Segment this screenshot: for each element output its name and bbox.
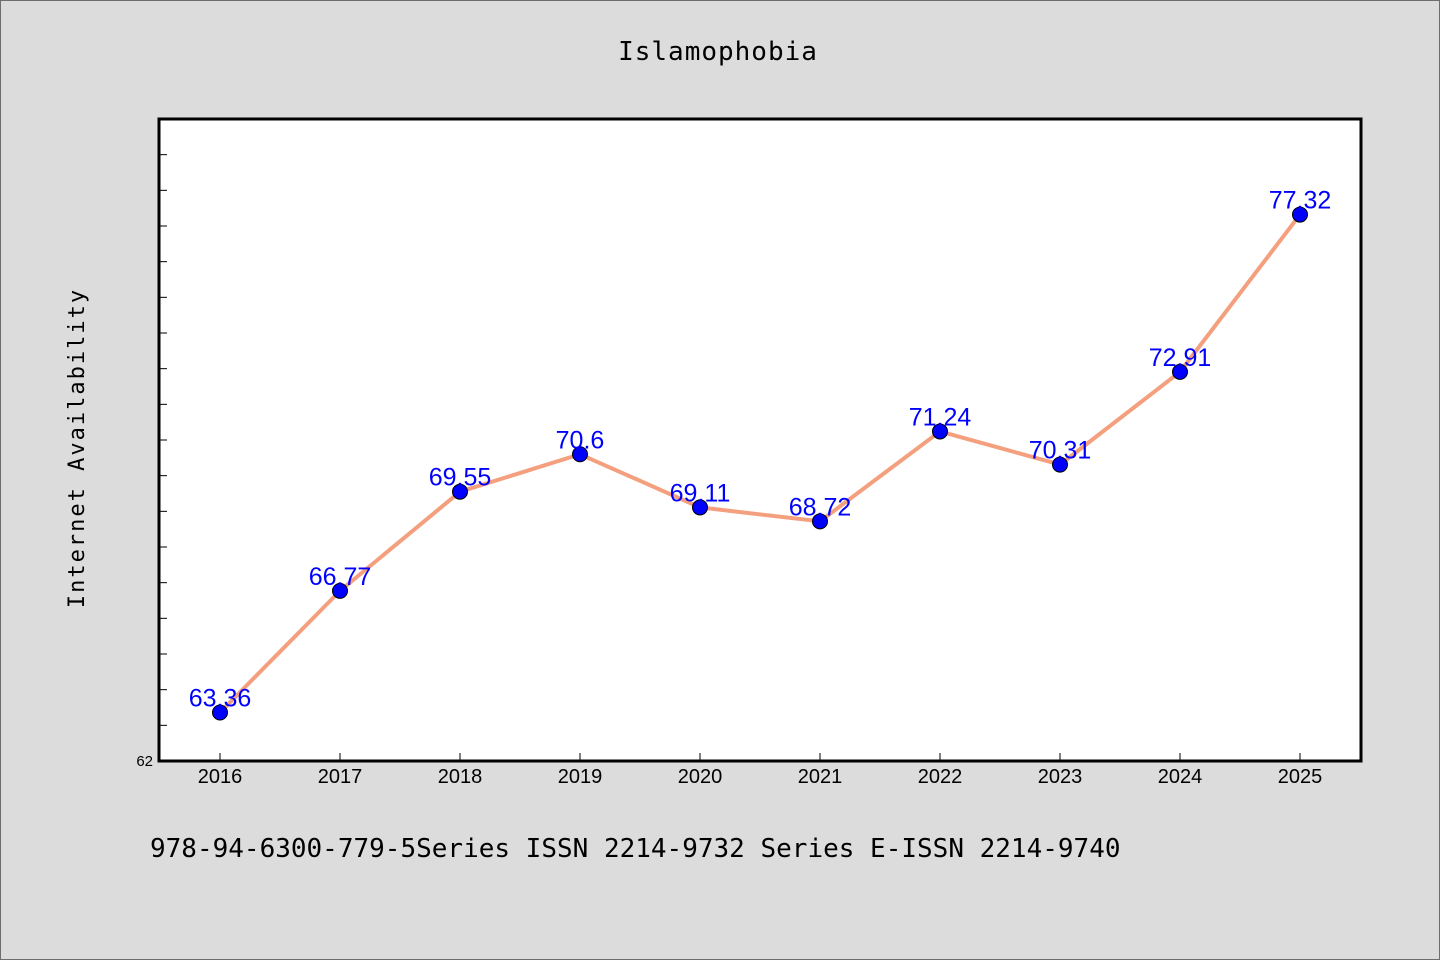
data-point [452,483,468,500]
x-tick-label: 2016 [198,766,243,788]
y-axis-ticks: 62 [136,154,167,770]
data-label: 71.24 [909,403,972,431]
data-label: 69.11 [670,479,731,507]
x-tick-label: 2019 [558,766,603,788]
x-axis-ticks: 2016 2017 2018 2019 2020 2021 2022 2023 2024 2025 [198,753,1323,788]
x-tick-label: 2017 [318,766,363,788]
plot-area [157,117,1363,763]
data-point [572,446,588,463]
data-label: 70.31 [1029,437,1092,465]
y-tick-label: 62 [136,753,153,770]
data-point [1052,456,1068,473]
data-point [332,582,348,599]
data-label: 70.6 [556,426,605,454]
x-tick-label: 2024 [1158,766,1203,788]
data-point [1292,206,1308,223]
data-label: 77.32 [1269,187,1332,215]
data-label: 68.72 [789,493,852,521]
data-label: 66.77 [309,563,372,591]
y-axis-label: Internet Availability [65,288,90,608]
data-point [212,704,228,721]
data-point [932,423,948,440]
x-tick-label: 2018 [438,766,483,788]
data-label: 63.36 [189,684,252,712]
x-tick-label: 2021 [798,766,843,788]
x-tick-label: 2025 [1278,766,1323,788]
series-group: 63.36 66.77 69.55 70.6 69.11 68.72 71.24 70.31 7… [189,187,1332,721]
footer-text: 978-94-6300-779-5Series ISSN 2214-9732 S… [150,834,1121,864]
data-point [812,513,828,530]
data-label: 69.55 [429,464,492,492]
x-tick-label: 2020 [678,766,723,788]
x-tick-label: 2022 [918,766,963,788]
x-tick-label: 2023 [1038,766,1083,788]
data-point [692,499,708,516]
data-label: 72.91 [1149,344,1212,372]
series-line [218,213,1302,714]
chart-title: Islamophobia [618,37,818,67]
data-point [1172,363,1188,380]
